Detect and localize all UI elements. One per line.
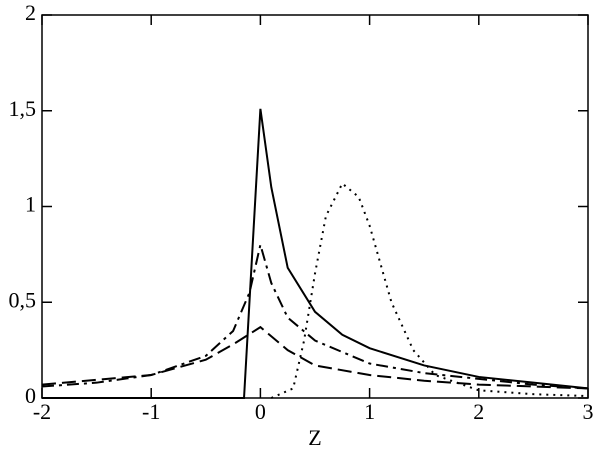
x-tick-label: -1: [142, 399, 160, 424]
x-axis-label: Z: [308, 425, 321, 450]
series-line: [42, 108, 589, 399]
x-tick-label: 2: [473, 399, 484, 424]
y-tick-label: 2: [25, 0, 36, 25]
x-tick-label: 3: [583, 399, 594, 424]
x-tick-label: 0: [255, 399, 266, 424]
series-line: [270, 181, 589, 399]
x-tick-label: -2: [33, 399, 51, 424]
series-line: [41, 325, 589, 390]
series-line: [41, 244, 589, 390]
x-tick-label: 1: [364, 399, 375, 424]
y-tick-label: 0,5: [9, 287, 37, 312]
y-tick-label: 1,5: [9, 96, 37, 121]
y-tick-label: 0: [25, 383, 36, 408]
y-tick-label: 1: [25, 192, 36, 217]
